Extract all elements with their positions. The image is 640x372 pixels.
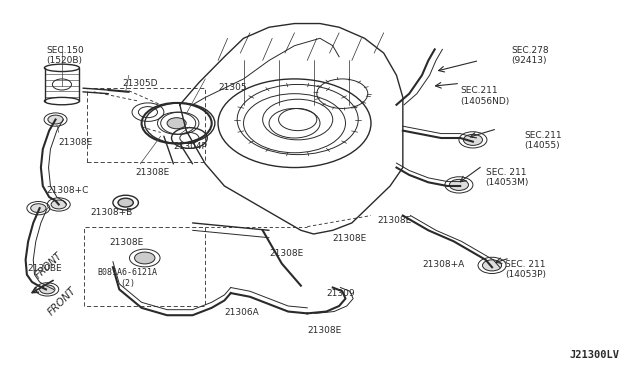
- Text: 21308+B: 21308+B: [91, 208, 133, 217]
- Circle shape: [118, 198, 133, 207]
- Text: 21308E: 21308E: [59, 138, 93, 147]
- Text: 21309: 21309: [326, 289, 355, 298]
- Circle shape: [167, 118, 186, 129]
- Text: 21305: 21305: [218, 83, 246, 92]
- Text: 21308+C: 21308+C: [46, 186, 88, 195]
- Text: SEC.278
(92413): SEC.278 (92413): [511, 46, 548, 65]
- Text: B081A6-6121A
(2): B081A6-6121A (2): [97, 268, 157, 288]
- Text: 21305D: 21305D: [122, 79, 158, 88]
- Circle shape: [483, 260, 502, 271]
- Text: FRONT: FRONT: [46, 286, 78, 318]
- Text: SEC. 211
(14053M): SEC. 211 (14053M): [486, 167, 529, 187]
- Text: FRONT: FRONT: [33, 250, 65, 280]
- Text: 21304P: 21304P: [173, 142, 207, 151]
- Circle shape: [463, 134, 483, 145]
- Text: 21308E: 21308E: [333, 234, 367, 243]
- Text: 21308E: 21308E: [269, 249, 303, 258]
- Text: 21308E: 21308E: [378, 215, 412, 225]
- Circle shape: [31, 204, 46, 212]
- Text: 21306A: 21306A: [225, 308, 259, 317]
- Text: 21308E: 21308E: [307, 326, 342, 335]
- Text: 2130BE: 2130BE: [27, 263, 61, 273]
- Text: SEC. 211
(14053P): SEC. 211 (14053P): [505, 260, 546, 279]
- Text: 21308+A: 21308+A: [422, 260, 464, 269]
- Circle shape: [449, 179, 468, 190]
- Circle shape: [40, 285, 55, 294]
- Circle shape: [134, 252, 155, 264]
- Circle shape: [51, 200, 67, 209]
- Text: SEC.150
(1520B): SEC.150 (1520B): [46, 46, 84, 65]
- Text: SEC.211
(14056ND): SEC.211 (14056ND): [460, 86, 509, 106]
- Text: 21308E: 21308E: [135, 167, 170, 177]
- Text: 21308E: 21308E: [109, 238, 144, 247]
- Ellipse shape: [44, 97, 79, 105]
- Text: J21300LV: J21300LV: [570, 350, 620, 359]
- Circle shape: [48, 115, 63, 124]
- Text: SEC.211
(14055): SEC.211 (14055): [524, 131, 561, 150]
